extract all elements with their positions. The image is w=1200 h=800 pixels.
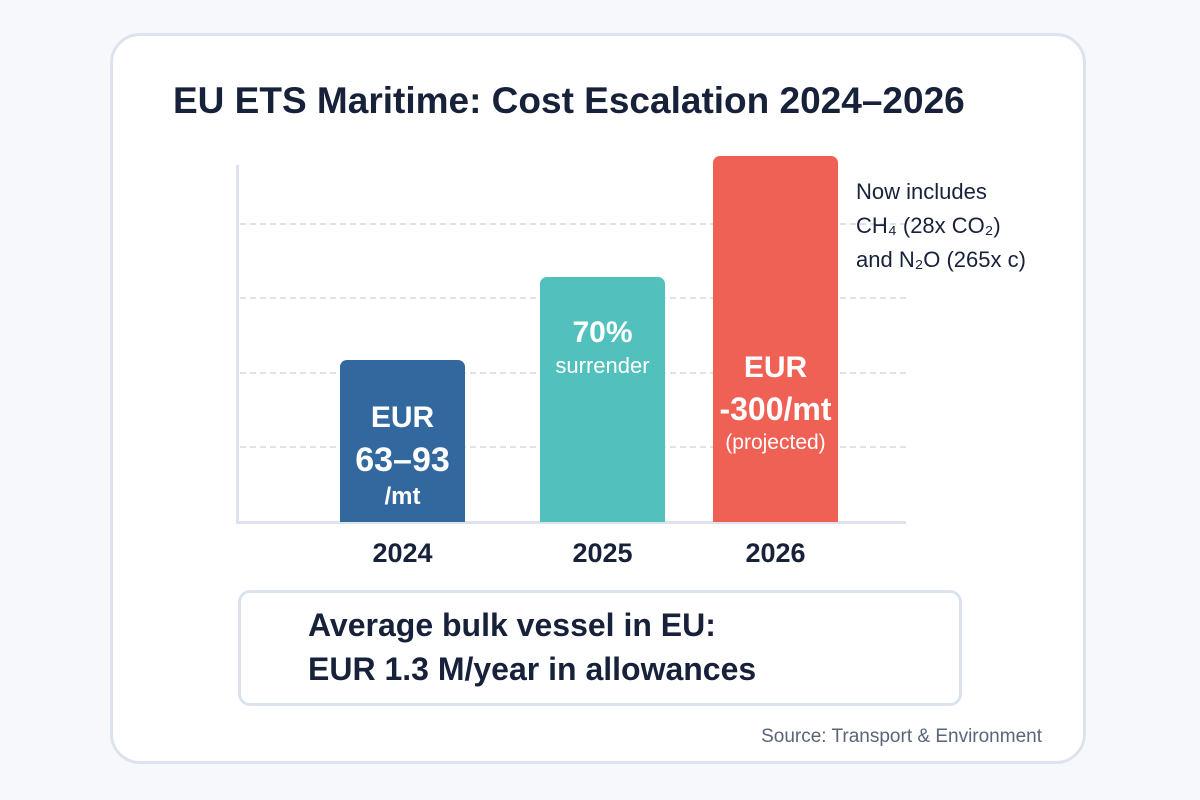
bar-label: EUR [370, 401, 435, 435]
annotation-line: Now includes [856, 179, 987, 204]
bar-2026: EUR -300/mt (projected) [713, 155, 838, 522]
annotation-line: and N₂O (265x c) [856, 247, 1026, 272]
bar-label: -300/mt [719, 390, 832, 427]
chart-title: EU ETS Maritime: Cost Escalation 2024–20… [173, 80, 965, 121]
bar-2025: 70% surrender [540, 276, 665, 522]
callout-line-1: Average bulk vessel in EU: [308, 607, 716, 643]
x-tick-label: 2025 [572, 538, 633, 568]
x-tick-label: 2024 [372, 538, 433, 568]
source-note: Source: Transport & Environment [761, 726, 1042, 747]
callout-line-2: EUR 1.3 M/year in allowances [308, 651, 757, 687]
x-axis [236, 521, 906, 524]
annotation-line: CH₄ (28x CO₂) [856, 213, 1001, 238]
annotation: Now includes CH₄ (28x CO₂) and N₂O (265x… [856, 175, 1026, 277]
bar-label: EUR [743, 350, 808, 384]
bar-label: 63–93 [355, 441, 450, 480]
bar-label: surrender [555, 352, 650, 378]
bar-label: 70% [572, 315, 633, 349]
callout-box: Average bulk vessel in EU: EUR 1.3 M/yea… [238, 590, 962, 706]
y-axis [236, 165, 239, 524]
x-tick-label: 2026 [745, 538, 806, 568]
bar-2024: EUR 63–93 /mt [340, 360, 465, 522]
gridline [240, 222, 906, 225]
bar-label: /mt [384, 482, 421, 510]
bar-label: (projected) [725, 431, 826, 455]
